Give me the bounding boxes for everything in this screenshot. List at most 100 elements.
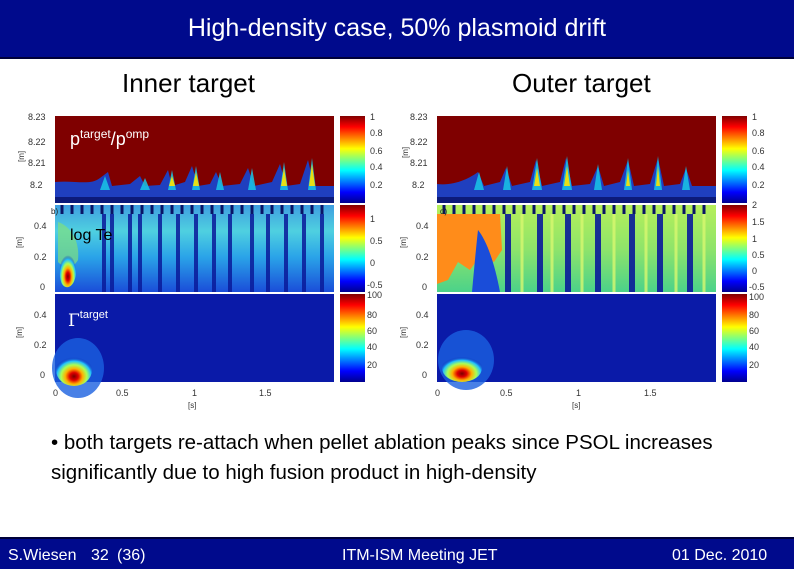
outer-cb-bot-2: 60 <box>749 326 759 336</box>
inner-cb-top-1: 0.8 <box>370 128 383 138</box>
outer-te-orange-region <box>437 214 502 284</box>
inner-xunit: [s] <box>188 401 196 410</box>
inner-target-heading: Inner target <box>122 68 255 98</box>
inner-cb-mid-3: -0.5 <box>367 280 383 290</box>
outer-te-blue-wedge <box>472 230 500 292</box>
slide-title: High-density case, 50% plasmoid drift <box>187 14 607 42</box>
inner-yunit-mid: [m] <box>15 237 24 248</box>
outer-cb-top-0: 1 <box>752 112 757 122</box>
outer-ytick-bot-2: 0 <box>422 370 427 380</box>
footer-meeting: ITM-ISM Meeting JET <box>342 547 498 564</box>
footer-page-total: (36) <box>117 547 146 564</box>
inner-ytick-mid-0: 0.4 <box>34 221 47 231</box>
outer-ytick-bot-1: 0.2 <box>416 340 429 350</box>
outer-target-heading: Outer target <box>512 68 651 98</box>
outer-xtick-0: 0 <box>435 388 440 398</box>
outer-cb-mid-5: -0.5 <box>749 282 765 292</box>
outer-yunit-mid: [m] <box>399 237 408 248</box>
outer-cb-top-3: 0.4 <box>752 162 765 172</box>
inner-target-plots: b) 8.23 8.22 8.21 8.2 0.4 0.2 0 0.4 0.2 … <box>15 112 383 410</box>
inner-yunit-top: [m] <box>17 151 26 162</box>
bullet-text: • both targets re-attach when pellet abl… <box>51 431 713 484</box>
inner-ytick-top-3: 8.2 <box>30 180 43 190</box>
outer-cb-top-1: 0.8 <box>752 128 765 138</box>
inner-ytick-mid-2: 0 <box>40 282 45 292</box>
outer-ytick-mid-2: 0 <box>422 282 427 292</box>
outer-ytick-top-3: 8.2 <box>412 180 425 190</box>
outer-colorbar-mid <box>722 205 747 292</box>
outer-cb-mid-2: 1 <box>752 234 757 244</box>
inner-cb-mid-2: 0 <box>370 258 375 268</box>
outer-ytick-mid-1: 0.2 <box>416 252 429 262</box>
outer-xtick-2: 1 <box>576 388 581 398</box>
inner-colorbar-top <box>340 116 365 203</box>
outer-p-lower-band <box>437 158 716 203</box>
outer-ytick-top-2: 8.21 <box>410 158 428 168</box>
inner-ytick-bot-0: 0.4 <box>34 310 47 320</box>
inner-cb-top-2: 0.6 <box>370 146 383 156</box>
inner-ytick-top-1: 8.22 <box>28 137 46 147</box>
inner-gamma-core <box>56 354 92 386</box>
inner-cb-bot-2: 60 <box>367 326 377 336</box>
outer-cb-bot-4: 20 <box>749 360 759 370</box>
inner-yunit-bot: [m] <box>15 327 24 338</box>
outer-xtick-1: 0.5 <box>500 388 513 398</box>
footer-page-num: 32 <box>91 547 109 564</box>
outer-cb-mid-0: 2 <box>752 200 757 210</box>
footer-date: 01 Dec. 2010 <box>672 547 768 564</box>
outer-cb-bot-3: 40 <box>749 342 759 352</box>
contour-figure: b) 8.23 8.22 8.21 8.2 0.4 0.2 0 0.4 0.2 … <box>15 112 765 410</box>
outer-cb-mid-3: 0.5 <box>752 250 765 260</box>
log-te-label: log Te <box>70 227 113 244</box>
outer-te-top-hatch <box>442 205 706 214</box>
inner-panel-letter-b: b) <box>51 207 58 216</box>
outer-yunit-top: [m] <box>401 147 410 158</box>
outer-ytick-top-0: 8.23 <box>410 112 428 122</box>
p-ratio-label: ptarget/pomp <box>70 127 149 149</box>
inner-cb-mid-1: 0.5 <box>370 236 383 246</box>
outer-te-dark-stripes <box>505 214 693 292</box>
outer-xtick-3: 1.5 <box>644 388 657 398</box>
inner-ytick-top-0: 8.23 <box>28 112 46 122</box>
outer-p-baseline <box>437 197 716 203</box>
inner-xtick-0: 0 <box>53 388 58 398</box>
inner-te-dark-stripes <box>102 214 324 292</box>
outer-colorbar-top <box>722 116 747 203</box>
outer-panel-letter-d: d) <box>440 207 447 216</box>
outer-cb-mid-4: 0 <box>752 266 757 276</box>
outer-xunit: [s] <box>572 401 580 410</box>
inner-colorbar-bot <box>340 294 365 382</box>
outer-yunit-bot: [m] <box>399 327 408 338</box>
outer-ytick-mid-0: 0.4 <box>416 221 429 231</box>
inner-cb-mid-0: 1 <box>370 214 375 224</box>
inner-p-baseline <box>55 197 334 203</box>
inner-cb-bot-0: 100 <box>367 290 382 300</box>
footer-bar: S.Wiesen 32 (36) ITM-ISM Meeting JET 01 … <box>0 537 794 569</box>
inner-ytick-bot-2: 0 <box>40 370 45 380</box>
outer-ytick-top-1: 8.22 <box>410 137 428 147</box>
inner-cb-bot-4: 20 <box>367 360 377 370</box>
inner-te-hotspot <box>59 251 76 288</box>
inner-xtick-3: 1.5 <box>259 388 272 398</box>
inner-ytick-mid-1: 0.2 <box>34 252 47 262</box>
outer-colorbar-bot <box>722 294 747 382</box>
inner-cb-top-3: 0.4 <box>370 162 383 172</box>
inner-xtick-1: 0.5 <box>116 388 129 398</box>
inner-ytick-top-2: 8.21 <box>28 158 46 168</box>
inner-ytick-bot-1: 0.2 <box>34 340 47 350</box>
inner-colorbar-mid <box>340 205 365 292</box>
outer-te-light-stripes <box>520 214 706 292</box>
outer-cb-top-2: 0.6 <box>752 146 765 156</box>
title-bar: High-density case, 50% plasmoid drift <box>0 0 794 59</box>
gamma-target-label: Γtarget <box>68 309 108 331</box>
outer-target-plots: d) 8.23 8.22 8.21 8.2 0.4 0.2 0 0.4 0.2 … <box>399 112 765 410</box>
outer-gamma-core <box>442 354 482 382</box>
inner-cb-bot-1: 80 <box>367 310 377 320</box>
outer-cb-mid-1: 1.5 <box>752 217 765 227</box>
inner-cb-top-0: 1 <box>370 112 375 122</box>
inner-te-top-hatch <box>60 205 324 214</box>
outer-p-spikes-yellow <box>534 166 660 186</box>
outer-cb-top-4: 0.2 <box>752 180 765 190</box>
outer-ytick-bot-0: 0.4 <box>416 310 429 320</box>
inner-xtick-2: 1 <box>192 388 197 398</box>
